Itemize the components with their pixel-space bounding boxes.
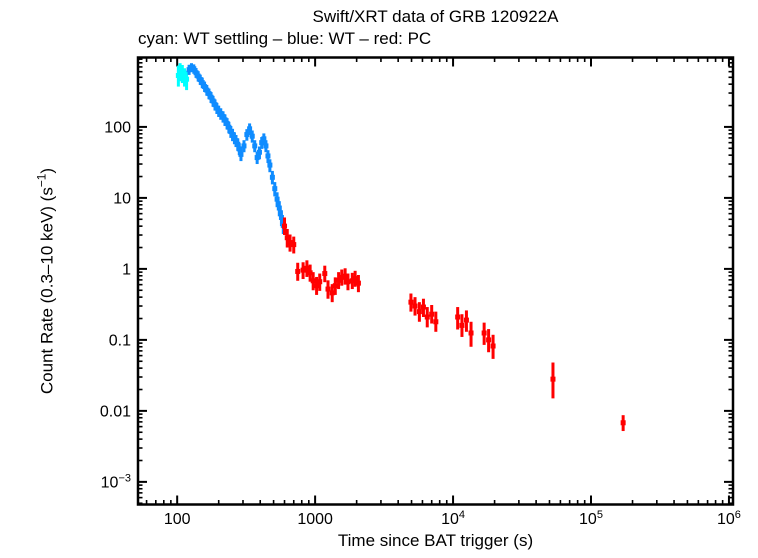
data-point bbox=[276, 201, 282, 217]
data-point bbox=[261, 133, 267, 146]
data-point bbox=[339, 269, 345, 286]
data-point bbox=[317, 273, 323, 291]
data-point bbox=[272, 182, 278, 197]
svg-text:10: 10 bbox=[113, 190, 131, 207]
data-point bbox=[459, 314, 465, 337]
svg-text:10−3: 10−3 bbox=[101, 472, 131, 491]
data-point bbox=[429, 305, 435, 324]
data-point bbox=[307, 264, 313, 282]
svg-text:100: 100 bbox=[104, 119, 131, 136]
data-point bbox=[322, 265, 328, 283]
data-point bbox=[416, 302, 422, 322]
chart-title: Swift/XRT data of GRB 120922A bbox=[312, 7, 559, 26]
y-tick-labels: 100 10 1 0.1 0.01 10−3 bbox=[100, 119, 131, 491]
series-wt bbox=[186, 63, 286, 235]
data-point bbox=[345, 273, 351, 291]
svg-text:105: 105 bbox=[579, 509, 603, 528]
data-point bbox=[244, 129, 250, 141]
chart-subtitle-legend: cyan: WT settling – blue: WT – red: PC bbox=[138, 29, 432, 48]
data-point bbox=[355, 275, 361, 293]
data-point bbox=[304, 260, 310, 277]
data-point bbox=[184, 70, 190, 91]
data-point bbox=[252, 140, 258, 153]
data-point bbox=[295, 262, 301, 281]
data-point bbox=[287, 234, 293, 252]
data-point bbox=[274, 192, 280, 208]
data-point bbox=[241, 140, 247, 153]
data-point bbox=[329, 284, 335, 303]
data-point bbox=[238, 148, 244, 162]
data-point bbox=[332, 277, 338, 295]
data-point bbox=[300, 262, 306, 280]
svg-text:1: 1 bbox=[122, 261, 131, 278]
data-point bbox=[433, 311, 439, 332]
data-point bbox=[424, 307, 430, 328]
data-point bbox=[468, 321, 474, 347]
data-point bbox=[336, 272, 342, 290]
data-point bbox=[325, 280, 331, 299]
svg-text:104: 104 bbox=[441, 509, 465, 528]
data-point bbox=[412, 297, 418, 316]
svg-text:106: 106 bbox=[717, 509, 741, 528]
data-point bbox=[267, 159, 273, 173]
data-point bbox=[342, 268, 348, 285]
svg-text:0.1: 0.1 bbox=[109, 332, 131, 349]
svg-text:100: 100 bbox=[164, 511, 191, 528]
x-axis-label: Time since BAT trigger (s) bbox=[337, 531, 534, 550]
data-point bbox=[247, 123, 253, 135]
data-point bbox=[256, 146, 262, 160]
svg-text:0.01: 0.01 bbox=[100, 403, 131, 420]
data-point bbox=[314, 276, 320, 295]
series-wt-settling bbox=[175, 63, 190, 91]
data-point bbox=[282, 217, 288, 236]
series-pc bbox=[282, 217, 626, 432]
data-point bbox=[486, 329, 492, 353]
data-point bbox=[455, 307, 461, 330]
data-point bbox=[420, 298, 426, 318]
data-point bbox=[310, 272, 316, 291]
plot-frame bbox=[136, 56, 735, 506]
x-tick-labels: 100 1000 104 105 106 bbox=[164, 509, 741, 528]
data-point bbox=[265, 150, 271, 164]
data-point bbox=[620, 415, 626, 432]
data-point bbox=[249, 130, 255, 143]
data-point bbox=[463, 310, 469, 332]
data-point bbox=[269, 170, 275, 185]
data-point bbox=[291, 236, 297, 254]
data-point bbox=[263, 140, 269, 153]
data-point bbox=[408, 293, 414, 312]
data-point bbox=[481, 322, 487, 345]
data-point bbox=[284, 228, 290, 248]
data-point bbox=[490, 334, 496, 359]
data-point bbox=[352, 270, 358, 287]
svg-text:1000: 1000 bbox=[297, 511, 333, 528]
data-point bbox=[550, 362, 556, 399]
